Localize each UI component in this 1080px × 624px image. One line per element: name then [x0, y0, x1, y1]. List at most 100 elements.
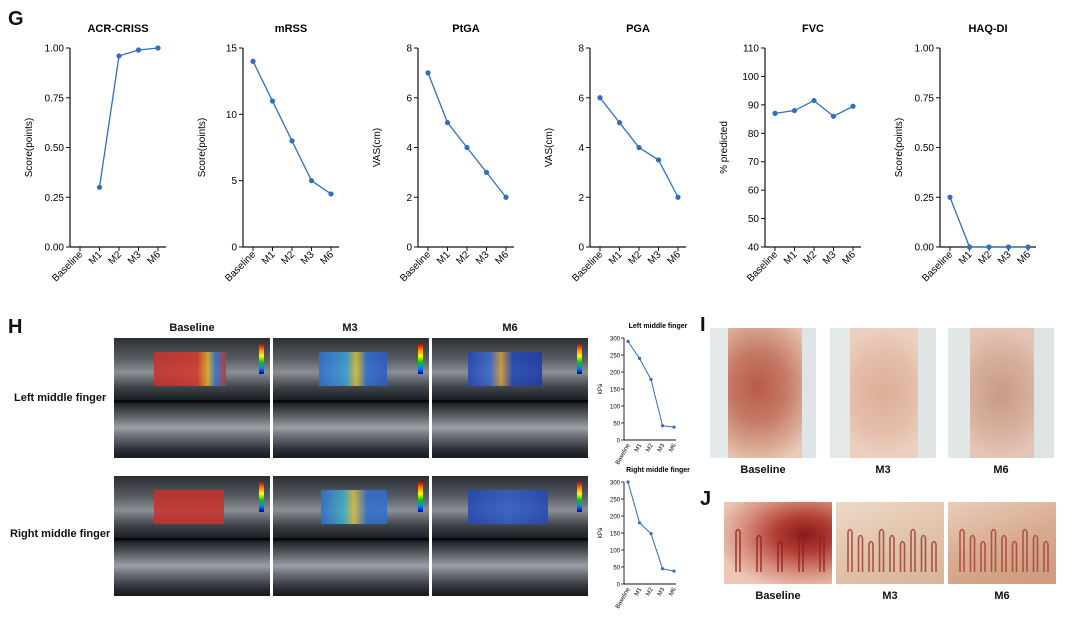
- x-tick-label-acr: M2: [107, 249, 125, 267]
- kpa-data-point-right: [649, 532, 653, 536]
- data-point-mrss: [308, 178, 315, 184]
- kpa-x-tick-label-right: M6: [668, 586, 678, 597]
- capillary-loop: [1011, 540, 1018, 572]
- y-tick-label-fvc: 70: [748, 157, 760, 168]
- capillary-loop: [798, 528, 804, 572]
- capillary-caption-baseline: Baseline: [755, 590, 801, 602]
- x-tick-label-ptga: M6: [494, 249, 512, 267]
- y-tick-label-acr: 0.75: [45, 93, 65, 104]
- data-point-haq: [966, 244, 973, 250]
- kpa-y-tick-label-right: 50: [613, 566, 620, 572]
- skin-photo-m3: [830, 328, 936, 458]
- y-tick-label-mrss: 5: [231, 176, 237, 187]
- y-tick-label-mrss: 15: [226, 44, 238, 55]
- x-tick-label-fvc: Baseline: [745, 249, 780, 284]
- y-tick-label-fvc: 110: [743, 44, 759, 55]
- y-label-haq: Score(points): [894, 118, 905, 177]
- y-tick-label-ptga: 4: [406, 143, 412, 154]
- y-label-fvc: % predicted: [719, 121, 730, 174]
- capillary-caption-m3: M3: [882, 590, 898, 602]
- y-tick-label-mrss: 0: [231, 243, 237, 254]
- y-tick-label-fvc: 50: [748, 214, 760, 225]
- chart-title-acr: ACR-CRISS: [87, 23, 148, 35]
- kpa-x-tick-label-right: M3: [657, 586, 667, 597]
- data-point-ptga: [483, 169, 490, 175]
- x-tick-label-acr: M1: [87, 249, 105, 267]
- x-tick-label-acr: M3: [126, 249, 144, 267]
- kpa-title-right: Right middle finger: [626, 467, 690, 474]
- x-tick-label-haq: M1: [957, 249, 975, 267]
- capillary-loop: [980, 540, 986, 572]
- data-point-acr: [135, 47, 142, 53]
- kpa-y-tick-label-left: 100: [610, 405, 621, 411]
- capillary-loop: [910, 528, 916, 572]
- capillary-loop: [819, 534, 825, 572]
- ultrasound-left-baseline: [114, 338, 270, 458]
- capillary-loop: [899, 540, 906, 572]
- data-point-ptga: [464, 144, 470, 151]
- y-tick-label-haq: 0.75: [915, 93, 935, 104]
- kpa-y-tick-label-right: 200: [610, 515, 621, 521]
- data-point-mrss: [328, 191, 334, 197]
- kpa-y-tick-label-left: 250: [610, 354, 621, 360]
- kpa-data-point-left: [672, 425, 676, 429]
- skin-caption-m6: M6: [993, 464, 1009, 476]
- kpa-y-label-left: kPa: [598, 383, 604, 394]
- kpa-y-tick-label-left: 200: [610, 371, 621, 377]
- kpa-y-tick-label-left: 50: [613, 422, 620, 428]
- skin-photo-m6: [948, 328, 1054, 458]
- y-tick-label-haq: 0.50: [915, 143, 935, 154]
- chart-title-fvc: FVC: [802, 23, 824, 35]
- panel-letter-j: J: [700, 488, 712, 510]
- ultrasound-right-m3: [273, 476, 429, 596]
- kpa-x-tick-label-right: Baseline: [615, 586, 632, 610]
- capillary-loop: [756, 534, 762, 572]
- kpa-x-tick-label-right: M1: [634, 586, 644, 597]
- y-tick-label-fvc: 100: [742, 72, 759, 83]
- ultrasound-right-baseline: [114, 476, 270, 596]
- y-tick-label-acr: 0.50: [45, 143, 65, 154]
- us-col-title-m3: M3: [342, 322, 358, 334]
- y-tick-label-ptga: 6: [406, 93, 412, 104]
- y-tick-label-haq: 1.00: [915, 44, 935, 55]
- kpa-series-line-right: [627, 481, 675, 572]
- x-tick-label-mrss: Baseline: [223, 249, 258, 284]
- capillary-loop: [777, 540, 783, 572]
- panel-letter-i: I: [700, 314, 706, 336]
- chart-pga: PGA 0 2 4 6 8 VAS(cm) Baseline M1 M2 M3 M6: [544, 23, 686, 284]
- y-tick-label-acr: 1.00: [45, 44, 65, 55]
- data-point-mrss: [250, 58, 256, 64]
- y-tick-label-ptga: 2: [406, 193, 412, 204]
- y-tick-label-pga: 4: [578, 143, 584, 154]
- kpa-data-point-right: [672, 569, 676, 573]
- y-tick-label-pga: 6: [578, 93, 584, 104]
- x-tick-label-fvc: M2: [802, 249, 820, 267]
- us-col-title-baseline: Baseline: [169, 322, 215, 334]
- x-tick-label-fvc: M3: [821, 249, 839, 267]
- series-line-haq: [949, 197, 1028, 248]
- kpa-chart-left: Left middle finger 0 50 100 150 200 250 300 kPa B…: [598, 323, 688, 466]
- y-tick-label-fvc: 40: [748, 243, 760, 254]
- data-point-ptga: [425, 70, 431, 76]
- kpa-y-tick-label-right: 0: [617, 583, 621, 589]
- ultrasound-left-m6: [432, 338, 588, 458]
- series-line-ptga: [427, 72, 507, 198]
- y-tick-label-pga: 2: [578, 193, 584, 204]
- kpa-y-label-right: kPa: [598, 527, 604, 538]
- panel-h-kpa-charts: Left middle finger 0 50 100 150 200 250 300 kPa B…: [598, 323, 690, 610]
- data-point-ptga: [444, 120, 451, 126]
- data-point-mrss: [289, 138, 295, 144]
- data-point-fvc: [791, 107, 798, 114]
- data-point-fvc: [772, 110, 778, 116]
- kpa-y-tick-label-right: 300: [610, 481, 621, 487]
- y-tick-label-acr: 0.00: [45, 243, 65, 254]
- kpa-data-point-left: [637, 356, 642, 360]
- data-point-fvc: [811, 97, 817, 104]
- capillary-loop: [1022, 528, 1028, 572]
- data-point-haq: [986, 244, 992, 250]
- capillary-loop: [857, 534, 864, 572]
- y-tick-label-ptga: 8: [406, 44, 412, 55]
- x-tick-label-fvc: M6: [841, 249, 859, 267]
- x-tick-label-fvc: M1: [782, 249, 800, 267]
- capillary-loop: [1001, 534, 1007, 572]
